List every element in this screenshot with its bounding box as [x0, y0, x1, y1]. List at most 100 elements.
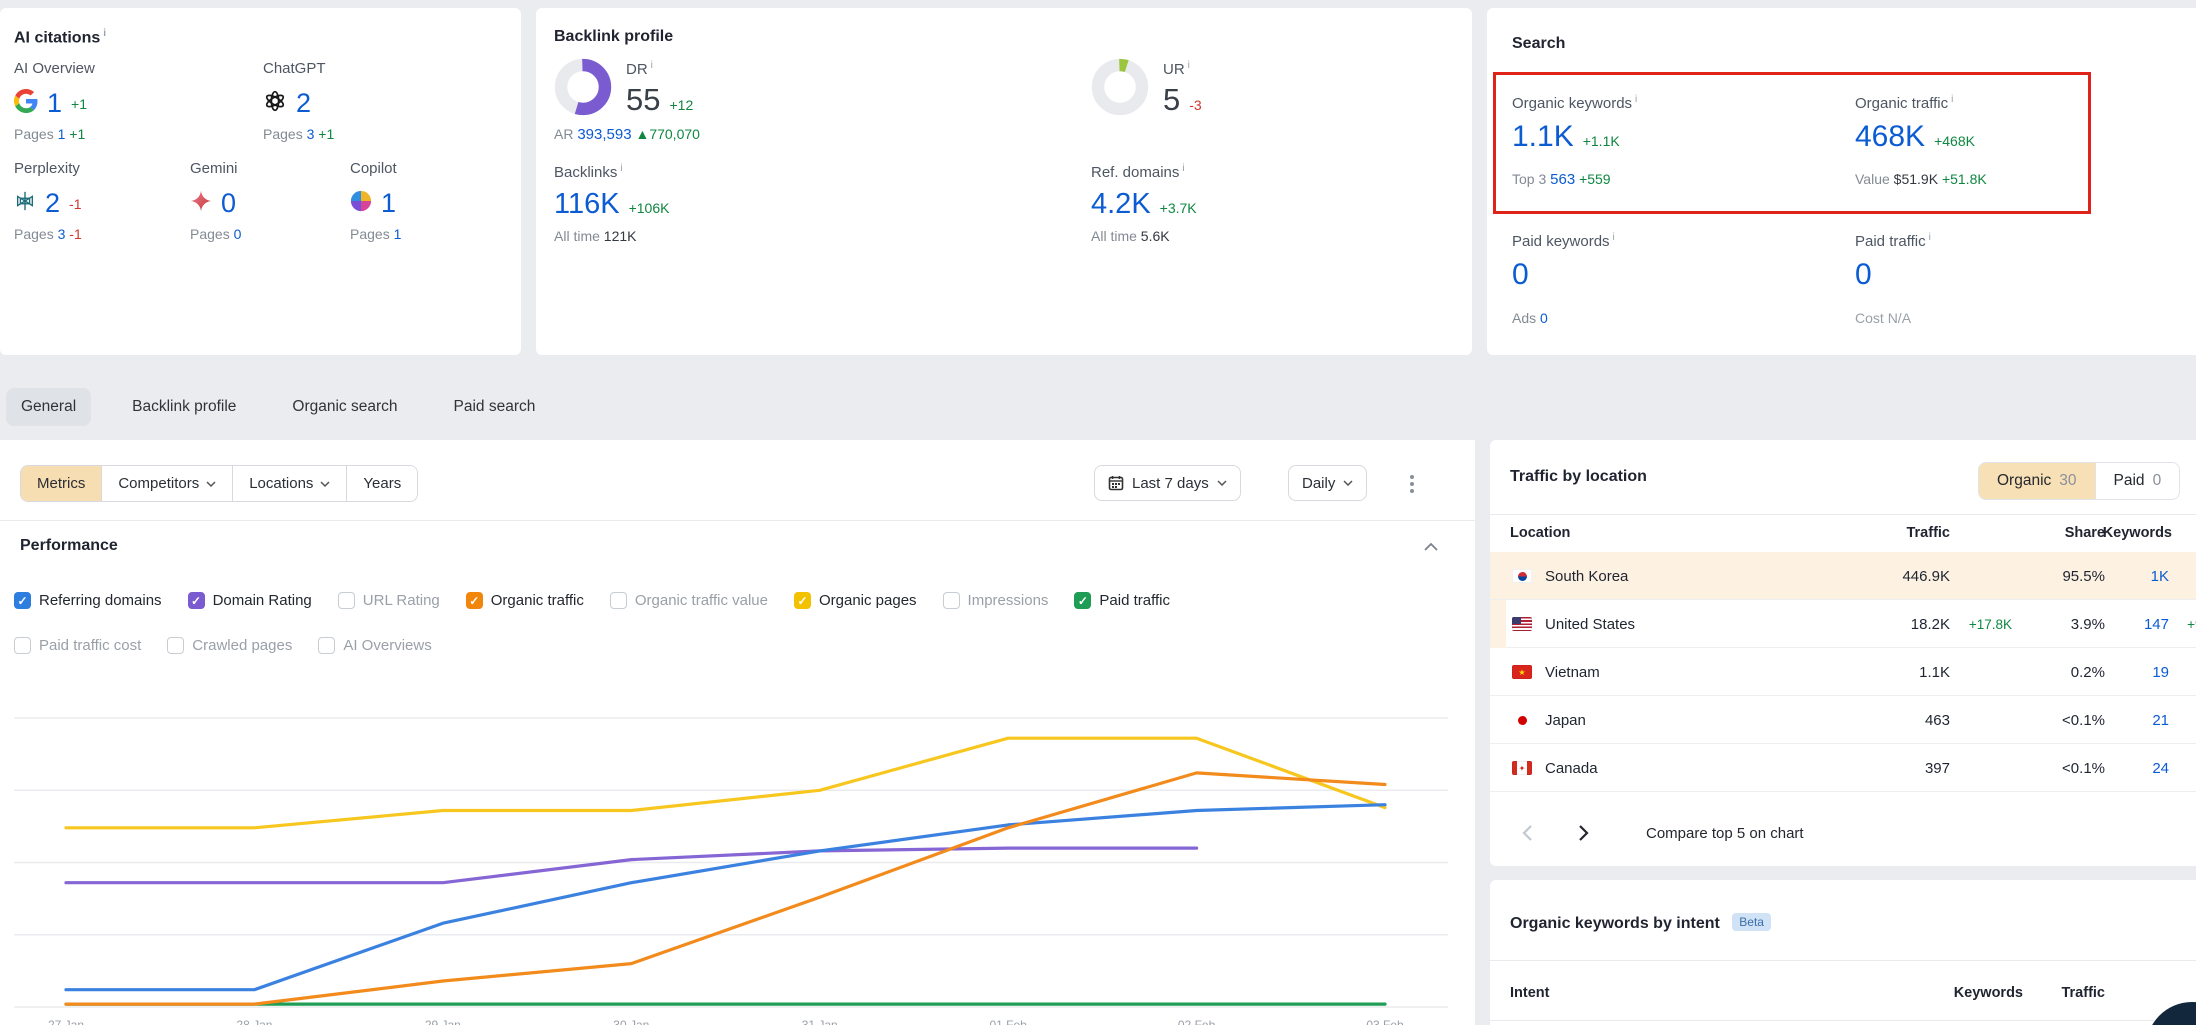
pages-delta: +1 [69, 126, 85, 142]
more-options-kebab-icon[interactable] [1406, 471, 1418, 497]
metric-organic-traffic[interactable]: Organic traffic [466, 592, 584, 609]
info-icon[interactable]: i [1951, 94, 1953, 105]
toggle-paid[interactable]: Paid0 [2095, 463, 2180, 499]
info-icon[interactable]: i [1182, 163, 1184, 174]
tab-backlink-profile[interactable]: Backlink profile [117, 388, 251, 426]
x-axis-tick-label: 01 Feb [989, 1018, 1026, 1025]
metric-domain-rating[interactable]: Domain Rating [188, 592, 312, 609]
keywords-link[interactable]: 21 [2152, 696, 2169, 744]
granularity-button[interactable]: Daily [1288, 465, 1367, 501]
ref-domains-value[interactable]: 4.2K [1091, 188, 1151, 221]
traffic-by-location-card: Traffic by location Organic30 Paid0 Loca… [1490, 440, 2196, 866]
filter-competitors[interactable]: Competitors [102, 466, 233, 501]
dr-label-text: DR [626, 61, 648, 78]
col-traffic[interactable]: Traffic [1906, 525, 1950, 541]
metric-label: Paid traffic [1099, 592, 1170, 609]
table-row-united-states[interactable]: United States 18.2K +17.8K 3.9% 147 +92 [1490, 600, 2196, 648]
tab-paid-search[interactable]: Paid search [439, 388, 551, 426]
divider [1490, 960, 2196, 961]
filter-years[interactable]: Years [347, 466, 417, 501]
organic-traffic-value[interactable]: 468K [1855, 120, 1925, 154]
backlinks-alltime: All time 121K [554, 228, 637, 244]
metric-paid-traffic-cost[interactable]: Paid traffic cost [14, 637, 141, 654]
filter-locations[interactable]: Locations [233, 466, 347, 501]
pages-value[interactable]: 1 [58, 126, 66, 142]
x-axis-tick-label: 29 Jan [425, 1018, 461, 1025]
paid-keywords-sub: Ads 0 [1512, 310, 1548, 326]
table-row-south-korea[interactable]: South Korea 446.9K 95.5% 1K [1490, 552, 2196, 600]
top3-value[interactable]: 563 [1550, 171, 1575, 188]
value-delta: +51.8K [1942, 171, 1987, 187]
checkbox-icon [338, 592, 355, 609]
metric-url-rating[interactable]: URL Rating [338, 592, 440, 609]
ref-domains-value-row: 4.2K +3.7K [1091, 188, 1197, 221]
table-row-canada[interactable]: ✦ Canada 397 <0.1% 24 [1490, 744, 2196, 792]
tab-organic-search[interactable]: Organic search [277, 388, 412, 426]
info-icon[interactable]: i [620, 163, 622, 174]
info-icon[interactable]: i [1635, 94, 1637, 105]
top3-label: Top 3 [1512, 171, 1546, 187]
date-range-label: Last 7 days [1132, 475, 1209, 492]
chevron-down-icon [1343, 480, 1353, 486]
divider [1490, 1020, 2196, 1021]
keywords-link[interactable]: 147 [2144, 600, 2169, 648]
info-icon[interactable]: i [103, 28, 106, 39]
organic-keywords-label-text: Organic keywords [1512, 95, 1632, 112]
top3-delta: +559 [1579, 171, 1611, 187]
divider [1490, 514, 2196, 515]
metric-paid-traffic[interactable]: Paid traffic [1074, 592, 1170, 609]
paid-traffic-label-text: Paid traffic [1855, 233, 1926, 250]
toggle-organic[interactable]: Organic30 [1979, 463, 2095, 499]
chatgpt-pages: Pages 3 +1 [263, 126, 334, 142]
backlinks-value[interactable]: 116K [554, 188, 620, 221]
tab-general[interactable]: General [6, 388, 91, 426]
metric-impressions[interactable]: Impressions [943, 592, 1049, 609]
organic-keywords-value[interactable]: 1.1K [1512, 120, 1574, 154]
info-icon[interactable]: i [1188, 60, 1190, 71]
metric-ai-overviews[interactable]: AI Overviews [318, 637, 431, 654]
alltime-value: 5.6K [1141, 228, 1170, 244]
organic-traffic-label: Organic traffici [1855, 94, 1953, 112]
pages-value[interactable]: 1 [394, 226, 402, 242]
metric-referring-domains[interactable]: Referring domains [14, 592, 162, 609]
date-range-button[interactable]: Last 7 days [1094, 465, 1241, 501]
keywords-by-intent-header: Organic keywords by intent Beta [1510, 915, 1771, 933]
ads-value[interactable]: 0 [1540, 310, 1548, 326]
col-keywords[interactable]: Keywords [2103, 525, 2172, 541]
google-icon [14, 89, 38, 118]
country-name: Vietnam [1545, 648, 1600, 696]
collapse-chevron-up-icon[interactable] [1424, 542, 1438, 551]
metric-crawled-pages[interactable]: Crawled pages [167, 637, 292, 654]
metric-label: Organic traffic [491, 592, 584, 609]
alltime-label: All time [554, 228, 600, 244]
metric-organic-pages[interactable]: Organic pages [794, 592, 917, 609]
chevron-down-icon [206, 481, 216, 487]
traffic-by-location-title: Traffic by location [1510, 468, 1647, 486]
next-page-chevron-icon[interactable] [1578, 824, 1589, 842]
keywords-link[interactable]: 24 [2152, 744, 2169, 792]
table-row-vietnam[interactable]: ★ Vietnam 1.1K 0.2% 19 [1490, 648, 2196, 696]
prev-page-chevron-icon[interactable] [1522, 824, 1533, 842]
ur-label-text: UR [1163, 61, 1185, 78]
keywords-by-intent-card: Organic keywords by intent Beta Intent K… [1490, 880, 2196, 1025]
keywords-link[interactable]: 1K [2151, 552, 2169, 600]
pages-value[interactable]: 3 [307, 126, 315, 142]
pages-delta: -1 [69, 226, 81, 242]
col-location[interactable]: Location [1510, 525, 1570, 541]
compare-top5-label[interactable]: Compare top 5 on chart [1646, 825, 1804, 842]
col-share[interactable]: Share [2065, 525, 2105, 541]
ar-value[interactable]: 393,593 [577, 126, 631, 143]
pages-value[interactable]: 0 [234, 226, 242, 242]
chevron-down-icon [320, 481, 330, 487]
table-row-japan[interactable]: Japan 463 <0.1% 21 [1490, 696, 2196, 744]
pages-value[interactable]: 3 [58, 226, 66, 242]
info-icon[interactable]: i [651, 60, 653, 71]
metric-organic-traffic-value[interactable]: Organic traffic value [610, 592, 768, 609]
info-icon[interactable]: i [1929, 232, 1931, 243]
checkbox-icon [14, 637, 31, 654]
granularity-label: Daily [1302, 475, 1335, 492]
row-accent [1490, 600, 1506, 648]
keywords-link[interactable]: 19 [2152, 648, 2169, 696]
filter-metrics[interactable]: Metrics [21, 466, 102, 501]
info-icon[interactable]: i [1613, 232, 1615, 243]
